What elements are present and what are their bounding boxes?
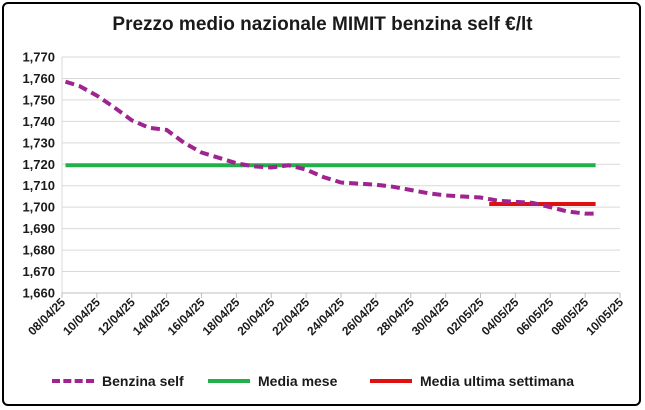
x-tick-label: 04/05/25 bbox=[479, 295, 522, 338]
x-tick-label: 16/04/25 bbox=[165, 295, 208, 338]
x-tick-label: 12/04/25 bbox=[95, 295, 138, 338]
chart-title: Prezzo medio nazionale MIMIT benzina sel… bbox=[112, 14, 533, 35]
x-tick-label: 20/04/25 bbox=[234, 295, 277, 338]
y-tick-label: 1,690 bbox=[22, 221, 55, 236]
y-tick-label: 1,770 bbox=[22, 50, 55, 65]
series-line-benzina-self bbox=[64, 79, 596, 216]
legend-swatch-media-ultima-settimana bbox=[370, 379, 412, 383]
y-tick-label: 1,750 bbox=[22, 92, 55, 107]
x-tick-label: 22/04/25 bbox=[269, 295, 312, 338]
x-tick-label: 08/04/25 bbox=[25, 295, 68, 338]
y-tick-label: 1,670 bbox=[22, 264, 55, 279]
legend-item-media-mese: Media mese bbox=[208, 370, 337, 392]
legend-item-media-ultima-settimana: Media ultima settimana bbox=[370, 370, 574, 392]
y-tick-label: 1,660 bbox=[22, 286, 55, 301]
x-tick-label: 28/04/25 bbox=[374, 295, 417, 338]
x-tick-label: 30/04/25 bbox=[409, 295, 452, 338]
y-tick-label: 1,720 bbox=[22, 157, 55, 172]
y-tick-label: 1,740 bbox=[22, 114, 55, 129]
legend-label-benzina-self: Benzina self bbox=[102, 373, 184, 389]
x-tick-label: 10/05/25 bbox=[583, 295, 626, 338]
x-tick-label: 06/05/25 bbox=[513, 295, 556, 338]
x-tick-label: 18/04/25 bbox=[200, 295, 243, 338]
x-tick-label: 24/04/25 bbox=[304, 295, 347, 338]
y-tick-label: 1,730 bbox=[22, 135, 55, 150]
x-tick-label: 08/05/25 bbox=[548, 295, 591, 338]
chart-legend: Benzina self Media mese Media ultima set… bbox=[0, 370, 645, 392]
x-tick-label: 02/05/25 bbox=[444, 295, 487, 338]
legend-label-media-ultima-settimana: Media ultima settimana bbox=[420, 373, 575, 389]
legend-label-media-mese: Media mese bbox=[258, 373, 338, 389]
y-tick-label: 1,700 bbox=[22, 200, 55, 215]
y-tick-label: 1,710 bbox=[22, 178, 55, 193]
y-tick-label: 1,760 bbox=[22, 71, 55, 86]
x-tick-label: 10/04/25 bbox=[60, 295, 103, 338]
legend-item-benzina-self: Benzina self bbox=[52, 370, 184, 392]
legend-swatch-media-mese bbox=[208, 379, 250, 383]
x-tick-label: 14/04/25 bbox=[130, 295, 173, 338]
x-tick-label: 26/04/25 bbox=[339, 295, 382, 338]
legend-swatch-benzina-self bbox=[52, 379, 94, 383]
y-tick-label: 1,680 bbox=[22, 243, 55, 258]
